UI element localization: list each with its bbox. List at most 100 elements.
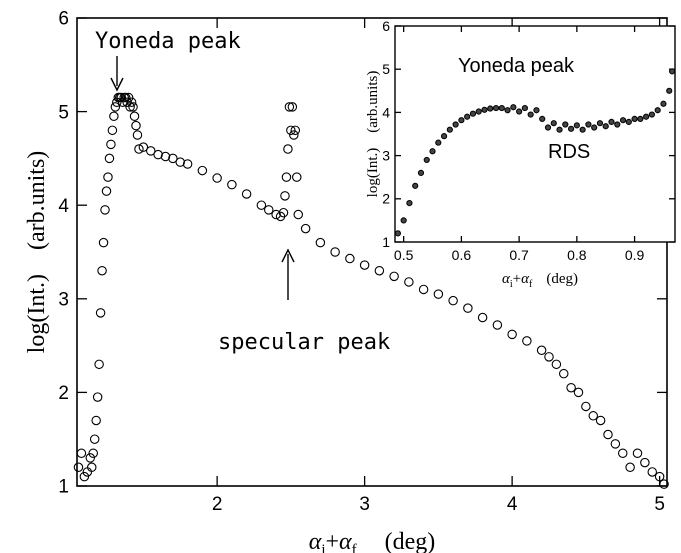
main-data-point: [566, 382, 576, 393]
main-data-point: [100, 205, 110, 215]
inset-data-point: [440, 133, 448, 140]
main-data-point: [212, 173, 222, 183]
inset-data-point: [464, 113, 471, 120]
inset-x-tick-label: 0.8: [567, 247, 587, 263]
inset-data-point: [648, 111, 656, 118]
inset-data-point: [417, 169, 425, 176]
main-data-point: [94, 359, 104, 370]
inset-y-tick-label: 1: [382, 234, 390, 250]
inset-x-tick-label: 0.5: [394, 247, 414, 263]
main-data-point: [91, 415, 101, 426]
inset-data-point: [400, 217, 407, 224]
inset-data-point: [521, 104, 528, 112]
main-data-point: [300, 223, 311, 234]
main-data-point: [374, 265, 385, 276]
main-x-tick-label: 2: [212, 494, 223, 515]
main-data-point: [107, 125, 118, 136]
inset-data-point: [446, 126, 453, 133]
inset-ticks: 0.5 0.6 0.7 0.8 0.9 1 2 3 4 5 6: [382, 18, 675, 263]
main-data-point: [128, 102, 138, 112]
main-data-point: [122, 97, 132, 107]
inset-data-point: [487, 105, 494, 112]
main-data-point: [551, 359, 562, 370]
main-data-point: [153, 149, 163, 160]
main-data-point: [654, 471, 665, 482]
inset-data-point: [567, 125, 575, 132]
inset-data-point: [579, 126, 586, 133]
inset-x-axis-title: αi+αf (deg): [502, 271, 578, 290]
main-data-point: [492, 320, 503, 330]
main-data-point: [544, 352, 554, 362]
inset-data-point: [556, 126, 563, 133]
inset-x-tick-label: 0.9: [625, 247, 645, 263]
inset-data-point: [550, 120, 557, 127]
main-x-tick-label: 5: [654, 494, 665, 515]
main-x-tick-label: 4: [507, 494, 518, 515]
inset-x-tick-label: 0.6: [452, 247, 472, 263]
main-data-point: [76, 448, 87, 458]
main-data-point: [227, 179, 237, 190]
inset-data-point: [637, 115, 644, 122]
main-data-point: [281, 172, 292, 182]
main-data-point: [558, 368, 569, 379]
inset-data-point: [573, 122, 580, 129]
main-data-point: [647, 467, 657, 477]
main-data-point: [477, 312, 488, 323]
main-data-point: [632, 448, 643, 458]
main-plot-frame: [76, 17, 668, 487]
inset-data-point: [458, 117, 465, 124]
main-y-axis-title: log(Int.) (arb.units): [24, 151, 50, 354]
inset-plot-frame: [394, 25, 676, 243]
main-data-point: [359, 260, 370, 270]
inset-data-point: [527, 111, 534, 118]
main-data-point: [73, 462, 84, 473]
main-data-point: [284, 102, 295, 112]
inset-data-point: [619, 117, 627, 124]
main-y-tick-label: 3: [58, 289, 69, 310]
main-data-point: [345, 253, 355, 264]
inset-data-point: [394, 230, 401, 237]
main-ticks: 2 3 4 5 1 2 3 4 5 6: [58, 9, 667, 515]
inset-data-point: [452, 121, 459, 128]
main-data-point: [659, 479, 669, 489]
main-data-point: [389, 271, 399, 282]
main-y-tick-label: 2: [58, 383, 69, 404]
inset-data-point: [498, 104, 505, 112]
main-data-point: [85, 453, 96, 463]
main-data-point: [110, 102, 121, 112]
inset-data-point: [510, 104, 517, 111]
inset-data-point: [625, 118, 632, 126]
inset-y-axis-title: log(Int.) (arb.units): [365, 71, 381, 198]
main-data-point: [160, 151, 171, 162]
inset-yoneda-peak-label: Yoneda peak: [458, 55, 575, 77]
main-data-point: [640, 457, 650, 468]
main-data-point: [103, 172, 113, 182]
main-data-point: [89, 434, 100, 444]
specular-peak-label: specular peak: [218, 330, 390, 355]
main-data-point: [617, 448, 628, 458]
main-data-point: [315, 237, 326, 248]
inset-x-tick-label: 0.7: [509, 247, 529, 263]
inset-data-point: [435, 139, 442, 146]
main-data-point: [104, 153, 115, 164]
inset-data-point: [631, 115, 638, 122]
main-data-point: [125, 102, 135, 112]
inset-data-point: [475, 108, 482, 115]
main-data-point: [271, 209, 281, 220]
main-data-point: [290, 125, 301, 136]
main-y-tick-label: 6: [58, 9, 69, 30]
inset-data-point: [492, 104, 500, 112]
main-data-point: [120, 92, 131, 103]
inset-data-points: [394, 68, 676, 237]
main-data-point: [286, 125, 296, 136]
main-x-tick-label: 3: [359, 494, 370, 515]
main-data-point: [197, 165, 208, 176]
main-data-point: [603, 429, 613, 440]
main-data-point: [138, 142, 149, 152]
inset-data-point: [591, 124, 598, 131]
main-data-point: [433, 289, 444, 299]
inset-data-point: [643, 113, 650, 120]
inset-data-point: [602, 123, 609, 130]
main-data-point: [182, 159, 193, 169]
